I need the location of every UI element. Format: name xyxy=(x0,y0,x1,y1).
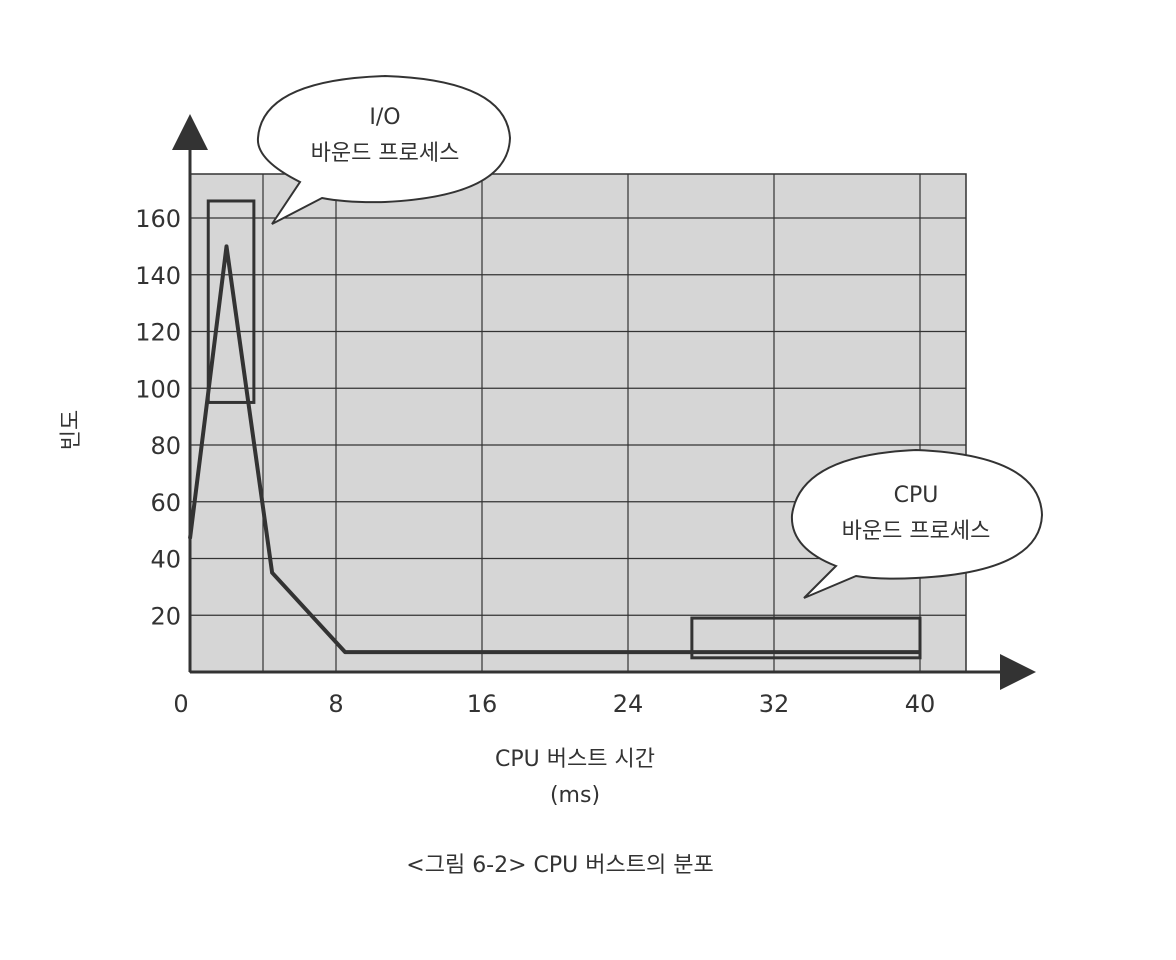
figure-caption: <그림 6-2> CPU 버스트의 분포 xyxy=(406,853,713,878)
x-tick-label: 8 xyxy=(328,690,343,718)
io-bound-callout: I/O 바운드 프로세스 xyxy=(256,74,512,225)
y-tick-label: 100 xyxy=(135,375,181,403)
x-tick-label: 24 xyxy=(613,690,644,718)
x-tick-labels: 0 8 16 24 32 40 xyxy=(173,690,935,718)
plot-background xyxy=(189,173,967,673)
x-axis-label: CPU 버스트 시간 xyxy=(495,747,655,772)
x-axis-unit: (ms) xyxy=(550,783,600,808)
cpu-bubble-line-1: CPU xyxy=(894,483,939,508)
cpu-bubble-shape xyxy=(790,448,1044,599)
series-line-1 xyxy=(188,244,920,655)
y-tick-label: 40 xyxy=(150,546,181,574)
y-tick-label: 80 xyxy=(150,432,181,460)
x-tick-label: 40 xyxy=(905,690,936,718)
x-tick-label: 16 xyxy=(467,690,498,718)
y-tick-labels: 20 40 60 80 100 120 140 160 xyxy=(135,205,181,630)
y-tick-label: 140 xyxy=(135,262,181,290)
axes xyxy=(172,114,1036,690)
y-tick-label: 160 xyxy=(135,205,181,233)
y-tick-label: 120 xyxy=(135,319,181,347)
grid xyxy=(190,174,966,672)
highlight-box-2 xyxy=(690,616,922,660)
highlight-boxes xyxy=(206,199,922,660)
y-axis-label: 빈도 xyxy=(59,410,84,450)
io-bubble-line-2: 바운드 프로세스 xyxy=(311,141,460,166)
highlight-box-1 xyxy=(206,199,256,404)
cpu-bound-callout: CPU 바운드 프로세스 xyxy=(790,448,1044,599)
io-bubble-line-1: I/O xyxy=(369,105,400,130)
cpu-bubble-line-2: 바운드 프로세스 xyxy=(842,519,991,544)
series-line xyxy=(188,244,920,655)
y-tick-label: 20 xyxy=(150,602,181,630)
x-tick-label: 32 xyxy=(759,690,790,718)
y-tick-label: 60 xyxy=(150,489,181,517)
x-tick-label: 0 xyxy=(173,690,188,718)
io-bubble-shape xyxy=(256,74,512,225)
